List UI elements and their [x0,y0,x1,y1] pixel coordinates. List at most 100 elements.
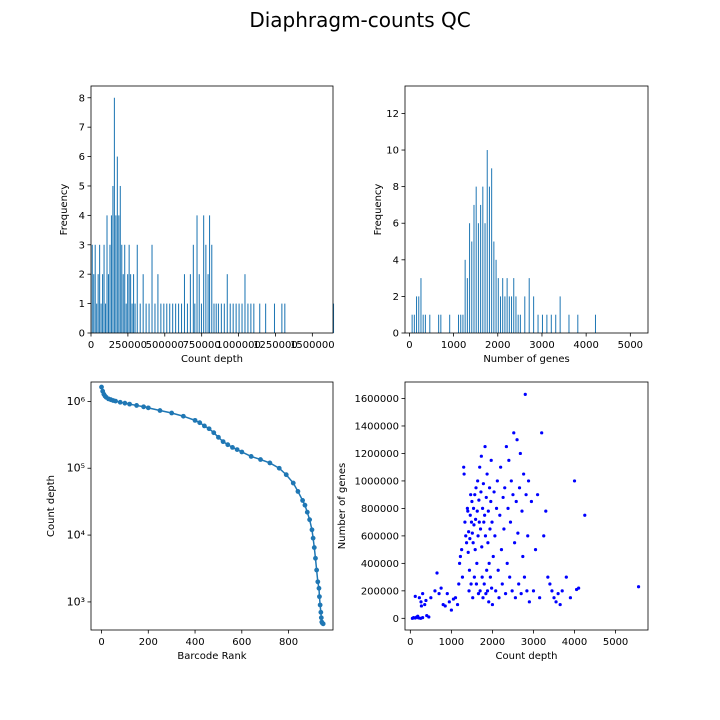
hist-bar [265,303,267,333]
scatter-point [483,534,488,538]
scatter-point [497,596,501,600]
y-tick-label: 1 [79,299,85,310]
scatter-point [522,575,527,579]
scatter-point [531,589,536,593]
scatter-point [542,534,546,538]
hist-bar [546,314,548,333]
scatter-point [468,537,472,541]
y-tick-label: 600000 [361,531,399,542]
scatter-point [507,458,511,462]
hist-bar [475,186,477,333]
scatter-point [478,589,482,593]
scatter-point [516,531,520,535]
barcode-rank-point [315,579,321,585]
hist-bar [480,204,482,333]
y-tick-label: 10⁵ [67,462,85,475]
scatter-point [533,548,538,552]
x-tick-label: 200 [139,637,158,648]
scatter-point [508,575,512,579]
hist-bar [192,244,194,333]
x-tick-label: 600 [232,637,251,648]
scatter-point [413,594,417,598]
y-tick-label: 5 [79,181,85,192]
figure-title: Diaphragm-counts QC [249,8,471,32]
hist-bar [464,259,466,333]
chart-count-depth-hist: 0 250000500000750000100000012500001500000… [59,85,335,365]
scatter-point [583,513,587,517]
x-tick-label: 2000 [480,637,505,648]
x-tick-label: 3000 [529,340,554,351]
scatter-point [462,465,466,469]
x-tick-label: 400 [186,637,205,648]
scatter-point [483,513,487,517]
hist-bar [424,314,426,333]
hist-bar [131,303,133,333]
scatter-point [513,596,518,600]
scatter-point [488,575,492,579]
hist-bar [183,274,185,333]
hist-bar [205,244,207,333]
scatter-point [486,541,490,545]
scatter-point [556,591,560,596]
y-tick-label: 4 [393,255,399,266]
scatter-point [480,506,485,511]
scatter-point [546,575,550,579]
hist-bar [281,303,283,333]
hist-bar [181,303,183,333]
hist-bar [493,241,495,333]
chart-n-genes-hist: 0 1000 2000 3000 4000 5000 0 2 4 6 8 10 12 Number of … [373,85,649,365]
barcode-rank-point [267,460,273,466]
x-tick-label: 0 [407,637,413,648]
hist-bar [422,314,424,333]
barcode-rank-point [134,403,139,408]
scatter-point [527,600,531,604]
hist-bar [418,296,420,333]
scatter-point [453,596,458,600]
barcode-rank-point [302,502,308,508]
barcode-rank-point [258,457,263,462]
barcode-rank-point [117,399,123,405]
scatter-point [577,586,581,590]
hist-bar [211,244,213,333]
barcode-rank-point [248,454,254,459]
barcode-rank-point [141,404,147,410]
scatter-point [526,479,531,483]
scatter-point [476,591,481,596]
hist-bar [91,244,93,333]
scatter-point [560,589,564,593]
scatter-point [572,479,577,483]
hist-bar [473,204,475,333]
hist-bar [196,215,198,333]
scatter-point [468,513,472,517]
hist-bar [116,156,118,333]
scatter-point [464,534,468,538]
hist-bar [438,314,440,333]
scatter-point [568,596,573,600]
hist-bar [559,296,561,333]
x-tick-label: 1000 [439,637,464,648]
barcode-rank-point [157,408,163,413]
hist-bar [488,186,490,333]
scatter-point [487,561,491,565]
scatter-point [509,479,513,483]
scatter-point [435,571,439,575]
scatter-point [500,582,504,586]
x-tick-label: 250000 [109,340,147,351]
hist-bar [513,278,515,333]
scatter-point [458,554,463,559]
scatter-point [463,520,467,524]
scatter-point [526,534,530,538]
hist-bar [124,244,126,333]
barcode-rank-point [216,434,221,440]
hist-bar [103,244,105,333]
hist-bar [97,274,99,333]
hist-bar [460,314,462,333]
scatter-point [421,591,425,596]
scatter-point [419,600,423,604]
y-tick-label: 0 [79,329,85,340]
scatter-point [558,602,562,607]
barcode-rank-point [239,449,245,455]
scatter-point [490,586,494,590]
hist-bar [411,314,413,333]
x-tick-label: 5000 [603,637,628,648]
